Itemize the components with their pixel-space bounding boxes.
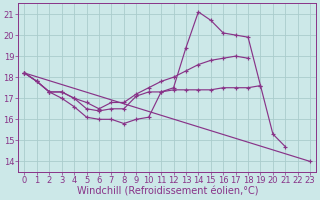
X-axis label: Windchill (Refroidissement éolien,°C): Windchill (Refroidissement éolien,°C): [76, 187, 258, 197]
